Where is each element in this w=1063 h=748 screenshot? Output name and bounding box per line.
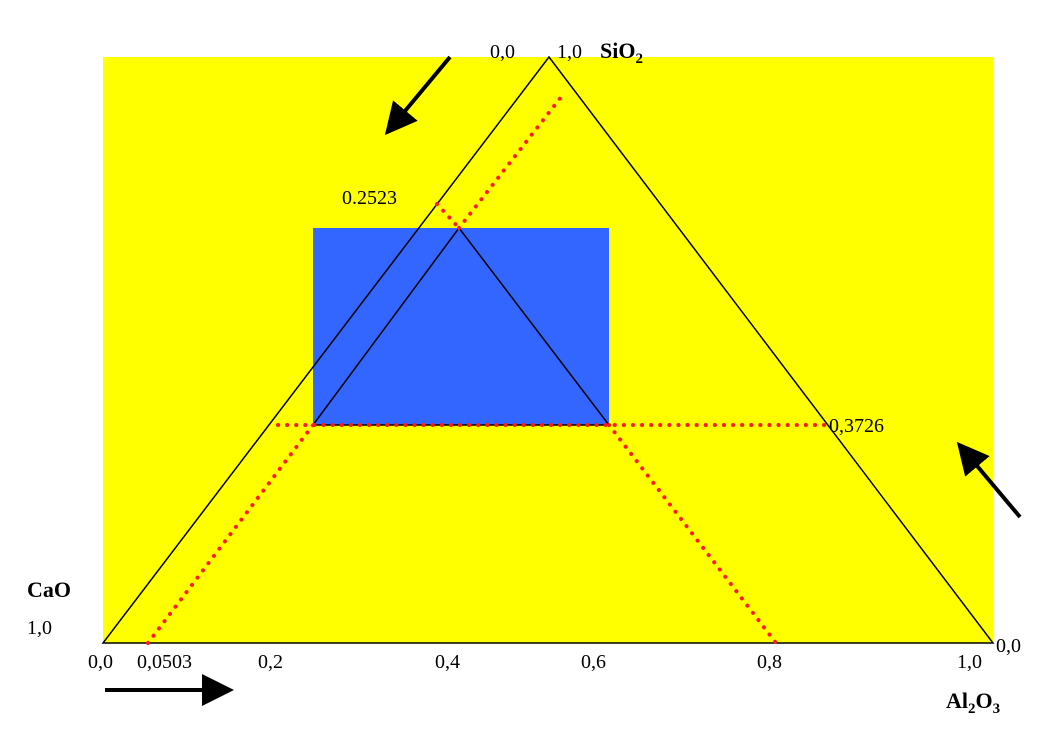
guide-line — [146, 423, 315, 645]
sio2-label: SiO2 — [600, 38, 643, 67]
top-zero: 0,0 — [490, 41, 515, 63]
arrows — [105, 55, 1022, 706]
top-one: 1,0 — [557, 41, 582, 63]
tick-label: 1,0 — [957, 651, 982, 673]
outer-triangle — [101, 55, 995, 644]
text: 2 — [635, 51, 643, 67]
tick-label: 0,8 — [757, 651, 782, 673]
guide-lines — [146, 90, 827, 645]
tick-label: 0,0503 — [137, 651, 192, 673]
guide-line — [435, 202, 461, 230]
arrow — [384, 55, 452, 136]
cao-label: CaO — [27, 577, 71, 602]
al2o3-label: Al2O3 — [946, 688, 1000, 717]
text: 3 — [993, 701, 1001, 717]
left-one: 1,0 — [27, 617, 52, 639]
arrow — [956, 441, 1022, 519]
upper-value: 0.2523 — [342, 187, 397, 209]
text: 2 — [968, 701, 976, 717]
text: SiO — [600, 38, 635, 63]
guide-line — [607, 423, 778, 645]
tick-label: 0,4 — [435, 651, 460, 673]
tick-label: 0,6 — [581, 651, 606, 673]
text: Al — [946, 688, 968, 713]
tick-label: 0,0 — [88, 651, 113, 673]
blue-region — [313, 228, 609, 425]
guide-line — [457, 90, 567, 230]
bottom-ticks: 0,0 0,0503 0,2 0,4 0,6 0,8 1,0 — [88, 651, 982, 673]
tick-label: 0,2 — [258, 651, 283, 673]
text: O — [976, 688, 993, 713]
right-value: 0,3726 — [829, 415, 884, 437]
right-zero: 0,0 — [996, 635, 1021, 657]
